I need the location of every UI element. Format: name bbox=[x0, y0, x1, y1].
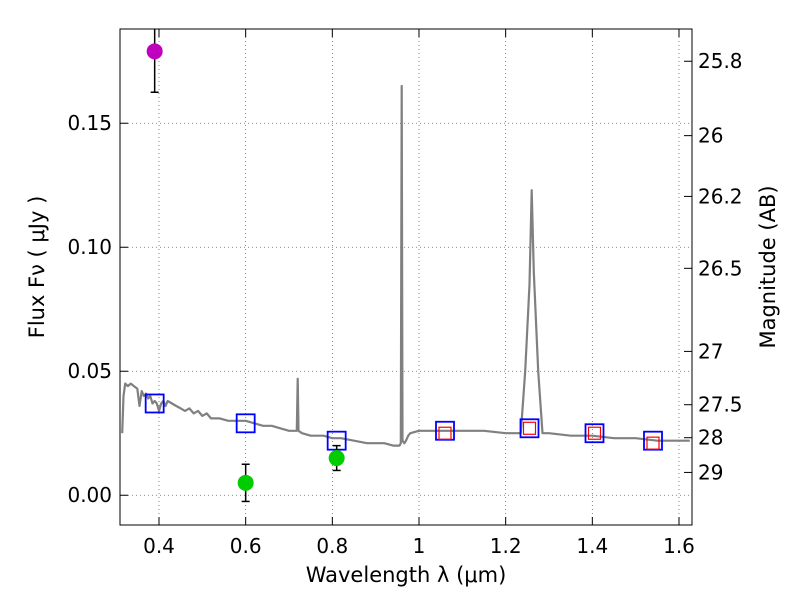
upper-limit-marker bbox=[646, 436, 660, 450]
model-photometry-marker bbox=[584, 423, 605, 444]
ticks: 0.4 0.6 0.8 1 1.2 1.4 1.6 0.00 0.05 0.10 0.15 25.8 2… bbox=[67, 29, 743, 558]
observed-point bbox=[328, 450, 345, 467]
right-tick-label: 27.5 bbox=[698, 393, 743, 417]
x-tick-label: 0.6 bbox=[230, 534, 262, 558]
model-photometry-marker bbox=[144, 393, 165, 414]
right-tick-label: 28 bbox=[698, 426, 723, 450]
right-tick-label: 25.8 bbox=[698, 49, 743, 73]
grid bbox=[120, 29, 692, 525]
x-tick-label: 0.8 bbox=[316, 534, 348, 558]
y-tick-label: 0.05 bbox=[67, 359, 112, 383]
right-tick-label: 27 bbox=[698, 339, 723, 363]
x-tick-label: 1 bbox=[413, 534, 426, 558]
spectrum-line bbox=[121, 84, 690, 447]
right-tick-label: 26 bbox=[698, 124, 723, 148]
x-tick-label: 1.6 bbox=[663, 534, 695, 558]
y-tick-label: 0.10 bbox=[67, 235, 112, 259]
observed-point bbox=[146, 43, 163, 60]
model-photometry-marker bbox=[235, 413, 256, 434]
right-tick-label: 26.2 bbox=[698, 184, 743, 208]
x-tick-label: 1.4 bbox=[576, 534, 608, 558]
right-tick-label: 29 bbox=[698, 460, 723, 484]
y-tick-label: 0.00 bbox=[67, 483, 112, 507]
upper-limit-marker bbox=[522, 421, 537, 435]
observed-point bbox=[237, 474, 254, 491]
upper-limit-marker bbox=[438, 426, 452, 440]
series-layer bbox=[121, 29, 690, 503]
model-photometry-marker bbox=[519, 418, 540, 439]
right-tick-label: 26.5 bbox=[698, 256, 743, 280]
x-axis-label: Wavelength λ (μm) bbox=[306, 563, 507, 587]
right-axis-label: Magnitude (AB) bbox=[756, 185, 780, 348]
upper-limit-marker bbox=[587, 426, 602, 440]
y-axis-label: Flux Fν ( μJy ) bbox=[25, 196, 49, 339]
plot-frame bbox=[119, 28, 693, 526]
x-tick-label: 0.4 bbox=[143, 534, 175, 558]
y-tick-label: 0.15 bbox=[67, 111, 112, 135]
x-tick-label: 1.2 bbox=[490, 534, 522, 558]
